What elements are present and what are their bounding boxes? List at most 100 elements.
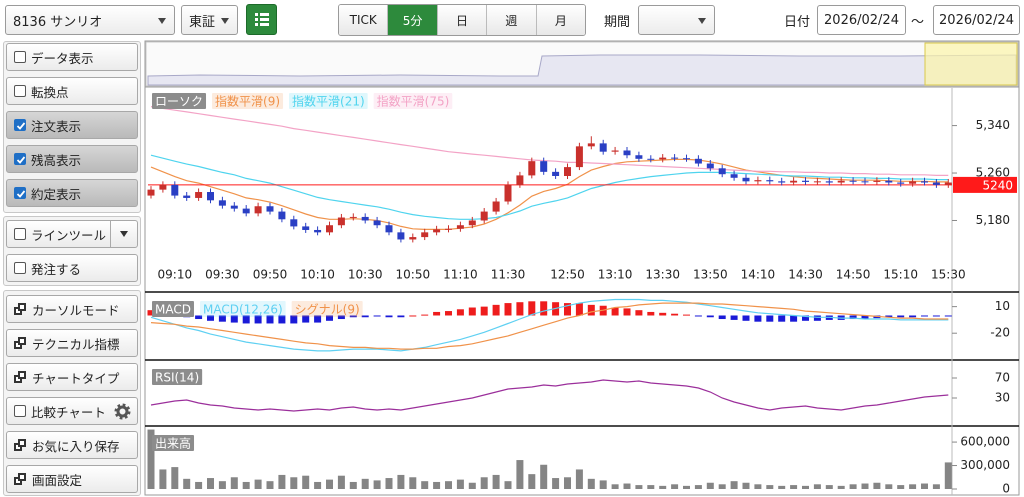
macd-bar — [885, 315, 893, 318]
sidebar-button[interactable]: お気に入り保存 — [6, 431, 138, 459]
sidebar-button[interactable]: 転換点 — [6, 77, 138, 105]
sidebar-button[interactable]: 約定表示 — [6, 179, 138, 207]
sidebar-button[interactable]: 残高表示 — [6, 145, 138, 173]
period-select[interactable] — [638, 5, 715, 35]
sidebar-button[interactable]: 比較チャート — [6, 397, 138, 425]
volume-bar — [587, 478, 595, 489]
navigator-window[interactable] — [924, 42, 1018, 86]
candle-body — [492, 201, 500, 212]
macd-bar — [849, 315, 857, 320]
date-to[interactable]: 2026/02/24 — [933, 5, 1020, 35]
sidebar-button[interactable]: カーソルモード — [6, 295, 138, 323]
candle-body — [921, 181, 928, 183]
list-button[interactable] — [246, 4, 277, 35]
legend-label: シグナル(9) — [295, 303, 360, 317]
caret — [158, 18, 166, 24]
candle-body — [421, 232, 429, 238]
volume-bar — [659, 485, 667, 489]
candle-body — [683, 158, 690, 160]
sidebar-label: 注文表示 — [31, 118, 82, 134]
candle-body — [397, 232, 405, 240]
symbol-select[interactable]: 8136 サンリオ — [5, 5, 175, 35]
volume-bar — [921, 483, 928, 489]
sidebar-label: 残高表示 — [31, 152, 82, 168]
sidebar-button[interactable]: データ表示 — [6, 43, 138, 71]
sidebar-button[interactable]: ラインツール — [6, 220, 138, 248]
candle-body — [766, 180, 774, 182]
volume-bar — [944, 462, 952, 489]
volume-bar — [790, 485, 798, 489]
date-from[interactable]: 2026/02/24 — [817, 5, 906, 35]
candle-body — [278, 211, 286, 220]
legend-item: MACD(12,26) — [199, 301, 286, 317]
candle-body — [742, 177, 750, 182]
candle-body — [659, 157, 667, 160]
legend-item: 指数平滑(9) — [212, 93, 284, 109]
gear-icon[interactable] — [114, 403, 131, 420]
macd-bar — [421, 314, 429, 316]
candle-body — [932, 182, 940, 185]
market: 東証 — [189, 14, 216, 30]
macd-bar — [504, 303, 512, 316]
macd-bar — [147, 310, 155, 316]
sidebar-label: データ表示 — [31, 50, 94, 66]
interval-tab[interactable]: 月 — [535, 5, 585, 35]
legend-bg — [152, 301, 194, 317]
series-line — [150, 158, 949, 230]
candle-body — [837, 180, 845, 183]
volume-bar — [159, 469, 167, 489]
macd-bar — [587, 304, 595, 316]
sidebar-button[interactable]: テクニカル指標 — [6, 329, 138, 357]
legend-item: ローソク — [152, 93, 207, 109]
candle-body — [409, 237, 417, 240]
candle-body — [373, 220, 381, 226]
sidebar-label: テクニカル指標 — [32, 336, 120, 352]
volume-bar — [326, 479, 333, 489]
volume-bar — [718, 484, 726, 489]
macd-bar — [861, 315, 869, 320]
y-tick-label: 10 — [995, 299, 1010, 313]
check-mark — [16, 156, 26, 164]
candle-body — [159, 184, 167, 190]
sidebar-button[interactable]: 発注する — [6, 254, 138, 282]
volume-bar — [742, 482, 750, 489]
y-tick-label: 300,000 — [960, 458, 1010, 472]
caret — [698, 18, 706, 24]
volume-bar — [932, 484, 940, 489]
dropdown[interactable] — [110, 221, 137, 247]
interval-tab[interactable]: 日 — [436, 5, 487, 35]
x-tick-label: 15:10 — [883, 268, 918, 282]
check-mark — [16, 122, 26, 130]
macd-bar — [242, 315, 250, 324]
caret — [221, 18, 229, 24]
macd-bar — [575, 303, 583, 316]
volume-bar — [611, 484, 619, 489]
candle-body — [468, 220, 476, 226]
sidebar-button[interactable]: 画面設定 — [6, 465, 138, 493]
macd-bar — [897, 315, 905, 318]
candle-body — [754, 180, 762, 182]
candle-body — [290, 219, 298, 227]
volume-bar — [706, 482, 714, 489]
market-select[interactable]: 東証 — [181, 5, 238, 35]
legend-bg — [291, 301, 363, 317]
volume-bar — [171, 467, 179, 489]
x-tick-label: 14:10 — [741, 268, 776, 282]
macd-bar — [802, 315, 809, 321]
sidebar-button[interactable]: チャートタイプ — [6, 363, 138, 391]
volume-bar — [456, 479, 464, 489]
macd-bar — [337, 315, 345, 320]
volume-bar — [230, 477, 238, 489]
series-line — [150, 106, 949, 176]
macd-bar — [207, 315, 214, 321]
volume-bar — [433, 481, 441, 489]
candle-body — [349, 216, 357, 218]
interval-tab[interactable]: 週 — [486, 5, 536, 35]
y-tick-label: 70 — [995, 371, 1010, 385]
sidebar-button[interactable]: 注文表示 — [6, 111, 138, 139]
interval-tab[interactable]: TICK — [339, 5, 388, 35]
interval-tab[interactable]: 5分 — [387, 5, 437, 35]
x-tick-label: 13:50 — [693, 268, 728, 282]
volume-bar — [825, 485, 833, 489]
candle-body — [218, 200, 226, 206]
